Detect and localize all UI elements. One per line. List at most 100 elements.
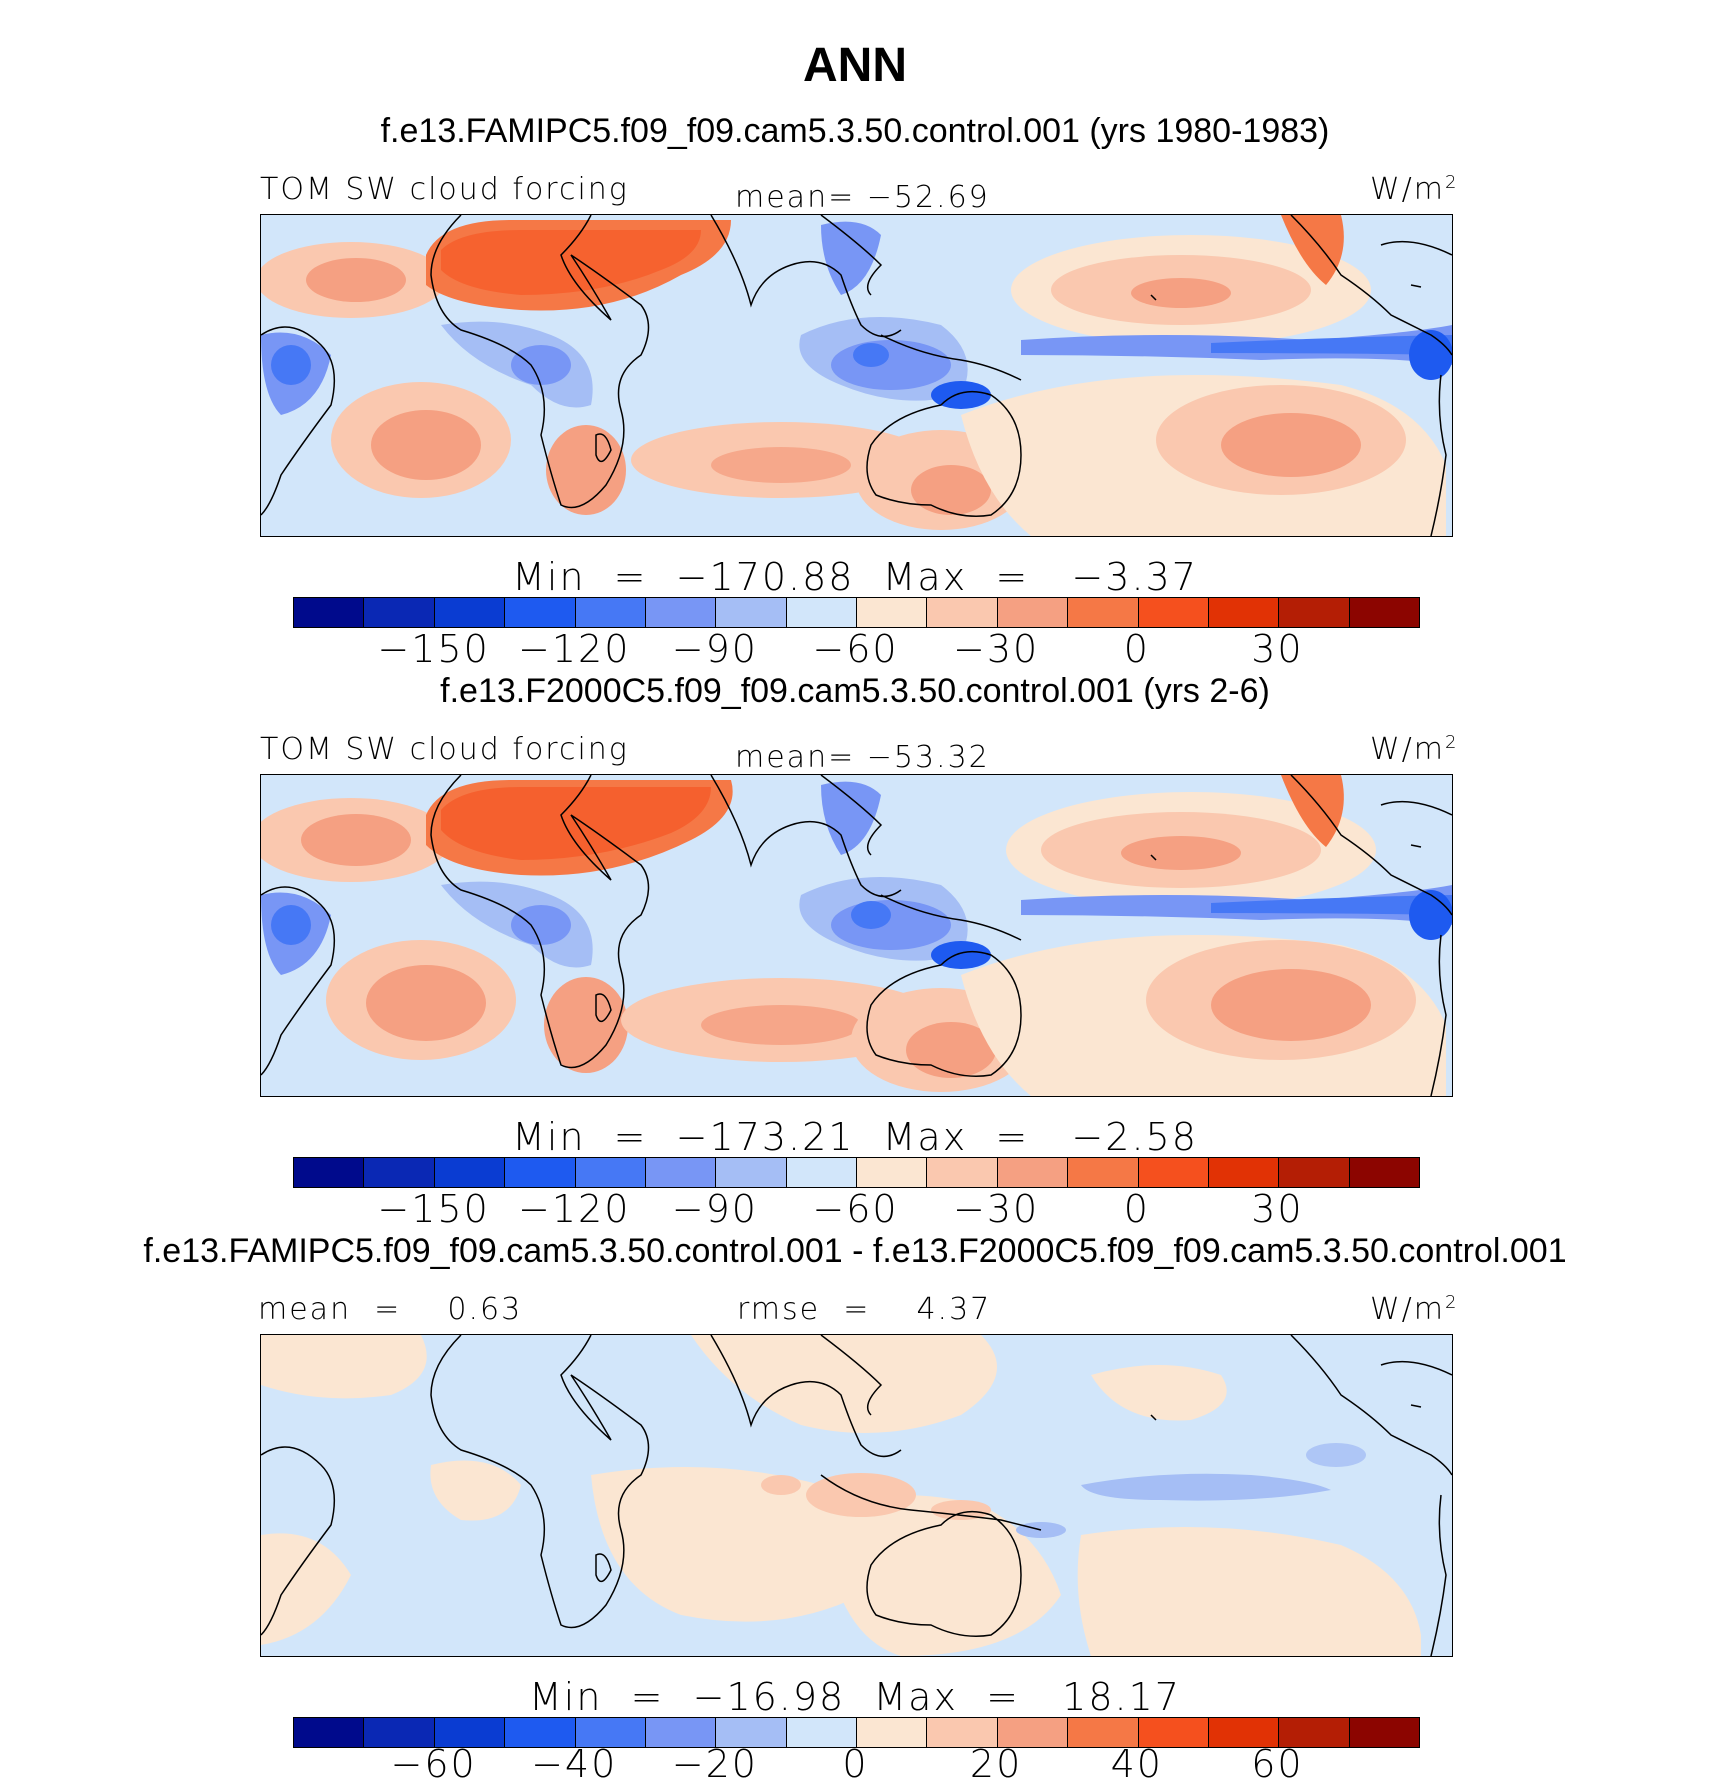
colorbar-box [505, 1158, 576, 1187]
warm-region-california [1281, 215, 1344, 285]
colorbar-box [1068, 1158, 1139, 1187]
panel-1-mean-label: mean= −52.69 [735, 180, 990, 215]
warm-patch [1077, 1527, 1421, 1656]
colorbar-box [927, 598, 998, 627]
colorbar-box [997, 598, 1069, 627]
colorbar-box [434, 1718, 506, 1747]
warm-patch [821, 1495, 1061, 1656]
colorbar-box [857, 598, 928, 627]
panel-3-mean-label: mean = 0.63 [258, 1292, 523, 1327]
warm-patch [1091, 1365, 1227, 1421]
panel-1-variable-label: TOM SW cloud forcing [260, 172, 629, 207]
colorbar-box [364, 1718, 435, 1747]
colorbar-box [575, 598, 646, 627]
panel-1-map [260, 214, 1453, 537]
colorbar-tick-label: 20 [969, 1742, 1023, 1786]
colorbar-tick-label: −150 [377, 1187, 490, 1231]
colorbar-tick-label: −30 [952, 627, 1040, 671]
colorbar-box [434, 1158, 506, 1187]
colorbar-box [645, 1718, 717, 1747]
panel-3-case-title: f.e13.FAMIPC5.f09_f09.cam5.3.50.control.… [143, 1232, 1567, 1270]
panel-3-map [260, 1334, 1453, 1657]
colorbar-box [645, 1158, 717, 1187]
colorbar-tick-label: −120 [518, 1187, 631, 1231]
panel-1-colorbar [293, 597, 1420, 628]
colorbar-box [716, 598, 787, 627]
colorbar-box [1349, 1718, 1419, 1747]
panel-2-colorbar [293, 1157, 1420, 1188]
panel-2-colorbar-ticks: −150 −120 −90 −60 −30 0 30 [293, 1187, 1418, 1231]
colorbar-box [1068, 1718, 1139, 1747]
colorbar-box [716, 1718, 787, 1747]
colorbar-box [786, 1718, 857, 1747]
panel-1-minmax: Min = −170.88 Max = −3.37 [512, 555, 1198, 599]
panel-2-minmax: Min = −173.21 Max = −2.58 [512, 1115, 1198, 1159]
colorbar-box [1138, 598, 1209, 627]
colorbar-box [927, 1718, 998, 1747]
colorbar-box [294, 1158, 365, 1187]
colorbar-box [786, 598, 857, 627]
coastlines [261, 215, 1452, 536]
colorbar-box [857, 1158, 928, 1187]
panel-3-minmax: Min = −16.98 Max = 18.17 [529, 1675, 1181, 1719]
warm-region-south-africa [546, 425, 626, 515]
colorbar-box [364, 598, 435, 627]
colorbar-box [997, 1718, 1069, 1747]
colorbar-tick-label: 30 [1251, 1187, 1304, 1231]
colorbar-tick-label: −20 [671, 1742, 758, 1786]
colorbar-box [786, 1158, 857, 1187]
colorbar-tick-label: 60 [1251, 1742, 1304, 1786]
colorbar-tick-label: 40 [1110, 1742, 1163, 1786]
colorbar-box [1138, 1158, 1209, 1187]
colorbar-box [294, 598, 365, 627]
panel-2-units: W/m2 [1370, 732, 1459, 767]
warm-patch [430, 1460, 521, 1521]
panel-2-case-title: f.e13.F2000C5.f09_f09.cam5.3.50.control.… [440, 672, 1270, 710]
coastlines [261, 1335, 1452, 1656]
coastlines [261, 775, 1452, 1096]
warm-patch [261, 1533, 351, 1645]
colorbar-box [1208, 598, 1280, 627]
panel-1-colorbar-ticks: −150 −120 −90 −60 −30 0 30 [293, 627, 1418, 671]
panel-3-rmse-label: rmse = 4.37 [737, 1292, 992, 1327]
colorbar-tick-label: −90 [671, 1187, 758, 1231]
figure-title: ANN [803, 39, 907, 92]
colorbar-box [1279, 1718, 1350, 1747]
colorbar-tick-label: 0 [1123, 627, 1150, 671]
panel-3-colorbar-ticks: −60 −40 −20 0 20 40 60 [293, 1742, 1418, 1786]
warm-patch [261, 1335, 427, 1399]
colorbar-box [1349, 1158, 1419, 1187]
colorbar-box [1068, 598, 1139, 627]
panel-3-units: W/m2 [1370, 1292, 1459, 1327]
colorbar-tick-label: −60 [812, 1187, 899, 1231]
cool-region-east-asia [821, 221, 881, 295]
colorbar-box [645, 598, 717, 627]
colorbar-tick-label: −120 [518, 627, 631, 671]
colorbar-tick-label: 0 [1123, 1187, 1150, 1231]
colorbar-box [1279, 1158, 1350, 1187]
cool-patch [1081, 1473, 1331, 1501]
colorbar-box [575, 1158, 646, 1187]
panel-1-case-title: f.e13.FAMIPC5.f09_f09.cam5.3.50.control.… [380, 112, 1330, 150]
colorbar-tick-label: 0 [842, 1742, 869, 1786]
colorbar-tick-label: −90 [671, 627, 758, 671]
colorbar-box [505, 598, 576, 627]
colorbar-box [716, 1158, 787, 1187]
colorbar-box [1208, 1158, 1280, 1187]
panel-2-map [260, 774, 1453, 1097]
colorbar-box [364, 1158, 435, 1187]
panel-3-colorbar [293, 1717, 1420, 1748]
colorbar-tick-label: −60 [390, 1742, 477, 1786]
colorbar-box [294, 1718, 365, 1747]
colorbar-tick-label: −30 [952, 1187, 1040, 1231]
panel-2-mean-label: mean= −53.32 [735, 740, 990, 775]
warm-patch [591, 1467, 866, 1622]
panel-1-units: W/m2 [1370, 172, 1459, 207]
colorbar-box [505, 1718, 576, 1747]
colorbar-box [1208, 1718, 1280, 1747]
colorbar-box [1349, 598, 1419, 627]
colorbar-tick-label: −60 [812, 627, 899, 671]
colorbar-box [997, 1158, 1069, 1187]
warm-patch [691, 1335, 997, 1433]
colorbar-tick-label: −40 [531, 1742, 618, 1786]
